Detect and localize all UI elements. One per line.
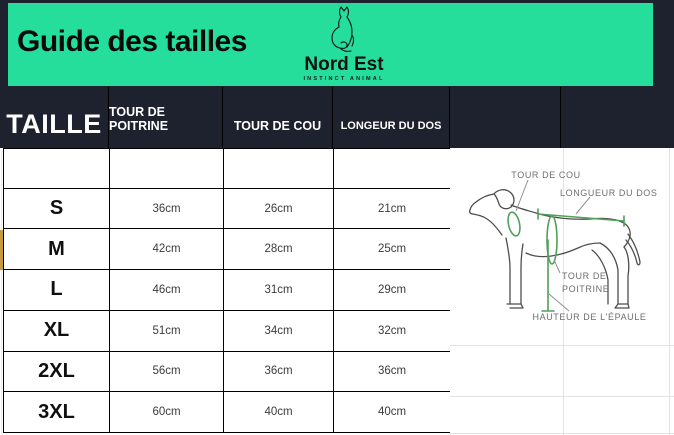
- column-header-empty-2: [561, 87, 674, 148]
- dog-diagram-icon: [468, 179, 641, 312]
- size-label: S: [3, 187, 110, 230]
- gridline: [563, 148, 564, 435]
- dos-value: 32cm: [333, 309, 451, 352]
- brand-tagline: INSTINCT ANIMAL: [303, 76, 385, 82]
- poitrine-value: 56cm: [109, 350, 224, 393]
- diagram-label-cou: TOUR DE COU: [511, 170, 581, 180]
- table-header-row: TAILLE TOUR DE POITRINE TOUR DE COU LONG…: [0, 87, 674, 148]
- brand-logo: Nord Est INSTINCT ANIMAL: [292, 5, 396, 82]
- table-row: S 36cm 26cm 21cm: [3, 187, 451, 230]
- table-row: 2XL 56cm 36cm 36cm: [3, 350, 451, 393]
- cou-value: 26cm: [223, 187, 334, 230]
- table-row: M 42cm 28cm 25cm: [3, 228, 451, 271]
- gridline: [669, 148, 670, 435]
- table-row: 3XL 60cm 40cm 40cm: [3, 391, 451, 433]
- size-label: 3XL: [3, 391, 110, 433]
- table-row: XL 51cm 34cm 32cm: [3, 309, 451, 352]
- dos-value: 29cm: [333, 269, 451, 311]
- cou-value: 28cm: [223, 228, 334, 271]
- poitrine-value: 51cm: [109, 309, 224, 352]
- poitrine-value: 42cm: [109, 228, 224, 271]
- size-label: XL: [3, 309, 110, 352]
- column-header-dos: LONGEUR DU DOS: [333, 87, 450, 148]
- dos-value: 36cm: [333, 350, 451, 393]
- column-header-taille: TAILLE: [0, 87, 109, 148]
- row-m-accent-strip: [0, 230, 3, 270]
- gridline: [450, 433, 674, 434]
- diagram-label-dos: LONGUEUR DU DOS: [560, 188, 658, 198]
- cou-value: 40cm: [223, 391, 334, 433]
- gridline: [450, 396, 674, 397]
- column-header-empty-1: [450, 87, 561, 148]
- size-label: 2XL: [3, 350, 110, 393]
- table-row-spacer: [3, 148, 451, 189]
- table-row: L 46cm 31cm 29cm: [3, 269, 451, 311]
- cou-value: 36cm: [223, 350, 334, 393]
- banner: Guide des tailles Nord Est INSTINCT ANIM…: [8, 3, 653, 86]
- size-label: L: [3, 269, 110, 311]
- column-header-poitrine: TOUR DE POITRINE: [109, 87, 223, 148]
- measurement-diagram: TOUR DE COU LONGUEUR DU DOS TOUR DE POIT…: [450, 148, 674, 435]
- poitrine-value: 46cm: [109, 269, 224, 311]
- gridline-left: [1, 150, 2, 435]
- dos-value: 21cm: [333, 187, 451, 230]
- logo-dog-icon: [331, 6, 355, 52]
- diagram-label-poitrine: TOUR DE POITRINE: [562, 271, 610, 294]
- dos-value: 25cm: [333, 228, 451, 271]
- dos-value: 40cm: [333, 391, 451, 433]
- size-label: M: [3, 228, 110, 271]
- gridline: [450, 345, 674, 346]
- size-table: S 36cm 26cm 21cm M 42cm 28cm 25cm L 46cm…: [3, 148, 451, 433]
- cou-value: 34cm: [223, 309, 334, 352]
- poitrine-value: 60cm: [109, 391, 224, 433]
- poitrine-value: 36cm: [109, 187, 224, 230]
- page-title: Guide des tailles: [17, 25, 247, 58]
- cou-value: 31cm: [223, 269, 334, 311]
- brand-name: Nord Est: [304, 54, 384, 75]
- diagram-label-epaule: HAUTEUR DE L'ÉPAULE: [532, 312, 647, 322]
- column-header-cou: TOUR DE COU: [223, 87, 333, 148]
